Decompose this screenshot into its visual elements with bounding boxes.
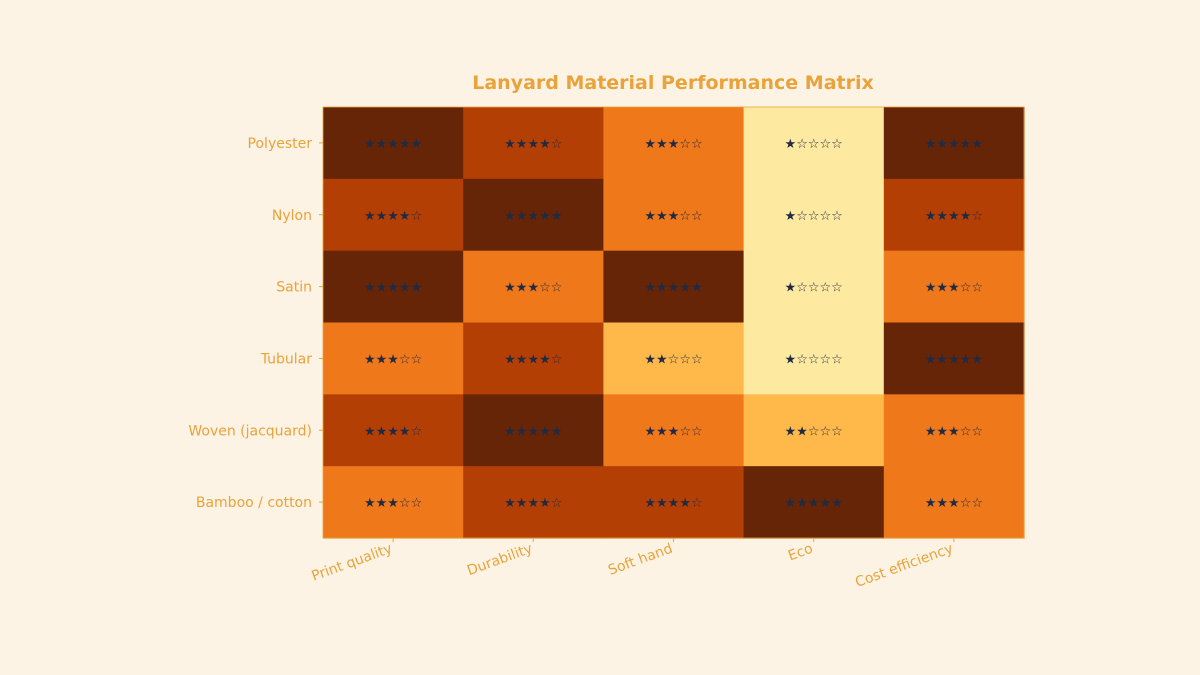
cell-label: ★★★☆☆ <box>644 137 702 152</box>
y-tick-label: Satin <box>276 280 312 296</box>
y-tick-label: Polyester <box>248 136 313 152</box>
cell-label: ★★☆☆☆ <box>785 424 843 439</box>
heatmap-cell <box>883 466 1025 539</box>
heatmap-cell <box>323 394 464 467</box>
heatmap-cell <box>463 250 604 324</box>
cell-label: ★★★☆☆ <box>925 424 983 439</box>
heatmap-cell <box>743 394 885 467</box>
cell-label: ★★★★★ <box>504 424 562 439</box>
heatmap-cell <box>323 178 464 252</box>
cell-label: ★☆☆☆☆ <box>785 281 843 296</box>
cell-label: ★☆☆☆☆ <box>785 352 843 367</box>
x-tick-label: Print quality <box>310 541 395 585</box>
cell-label: ★★★★☆ <box>504 496 562 511</box>
cell-label: ★☆☆☆☆ <box>785 137 843 152</box>
cell-label: ★★★☆☆ <box>644 424 702 439</box>
cell-label: ★★★☆☆ <box>364 496 422 511</box>
cell-label: ★★★☆☆ <box>504 281 562 296</box>
x-tick-label: Cost efficiency <box>853 541 955 591</box>
cell-labels: ★★★★★ ★★★★☆ ★★★☆☆ ★☆☆☆☆ ★★★★★ ★★★★☆ ★★★★★ ★★★☆☆… <box>364 137 983 511</box>
heatmap-cell <box>743 250 885 324</box>
cell-label: ★★★☆☆ <box>925 496 983 511</box>
heatmap-cell <box>743 178 885 252</box>
heatmap-cell <box>743 466 885 539</box>
heatmap-cell <box>603 322 745 395</box>
y-axis: Polyester Nylon Satin Tubular Woven (jacquar… <box>188 136 323 511</box>
x-tick-label: Soft hand <box>606 541 675 579</box>
heatmap-cell <box>603 107 745 180</box>
cell-label: ★★★☆☆ <box>364 352 422 367</box>
heatmap-cell <box>883 250 1025 324</box>
heatmap-cell <box>463 107 604 180</box>
cell-label: ★★★★☆ <box>504 137 562 152</box>
cell-label: ★★★☆☆ <box>644 209 702 224</box>
heatmap-cell <box>323 250 464 324</box>
heatmap-cell <box>463 178 604 252</box>
cell-label: ★★★★★ <box>644 281 702 296</box>
cell-label: ★★★★★ <box>925 137 983 152</box>
cell-label: ★★★★★ <box>364 137 422 152</box>
x-axis: Print quality Durability Soft hand Eco Cost … <box>310 538 955 591</box>
heatmap-cell <box>743 322 885 395</box>
chart-title: Lanyard Material Performance Matrix <box>472 72 874 94</box>
x-tick-label: Eco <box>786 541 815 565</box>
cell-label: ★★★★☆ <box>644 496 702 511</box>
heatmap-cell <box>883 107 1025 180</box>
cell-label: ★★★★★ <box>925 352 983 367</box>
x-tick-label: Durability <box>465 541 535 579</box>
plot-frame <box>322 106 1025 539</box>
cell-label: ★★☆☆☆ <box>644 352 702 367</box>
heatmap-cell <box>603 178 745 252</box>
heatmap-cell <box>603 394 745 467</box>
heatmap-cell <box>883 322 1025 395</box>
heatmap-cell <box>603 466 745 539</box>
heatmap-cell <box>323 466 464 539</box>
y-tick-label: Tubular <box>260 351 313 367</box>
heatmap-cell <box>463 466 604 539</box>
heatmap-cell <box>883 178 1025 252</box>
heatmap-cell <box>323 322 464 395</box>
cell-label: ★☆☆☆☆ <box>785 209 843 224</box>
cell-label: ★★★★☆ <box>925 209 983 224</box>
cell-label: ★★★☆☆ <box>925 281 983 296</box>
cell-label: ★★★★★ <box>364 281 422 296</box>
cell-label: ★★★★☆ <box>364 424 422 439</box>
cell-label: ★★★★★ <box>504 209 562 224</box>
cell-label: ★★★★☆ <box>364 209 422 224</box>
heatmap-cell <box>463 394 604 467</box>
y-tick-label: Woven (jacquard) <box>188 423 312 439</box>
heatmap-cell <box>463 322 604 395</box>
y-tick-label: Nylon <box>272 208 312 224</box>
heatmap-cell <box>323 107 464 180</box>
heatmap-cell <box>603 250 745 324</box>
heatmap-cell <box>883 394 1025 467</box>
heatmap-cell <box>743 107 885 180</box>
cell-label: ★★★★☆ <box>504 352 562 367</box>
heatmap-cells <box>323 107 1025 539</box>
y-tick-label: Bamboo / cotton <box>196 495 312 511</box>
cell-label: ★★★★★ <box>785 496 843 511</box>
